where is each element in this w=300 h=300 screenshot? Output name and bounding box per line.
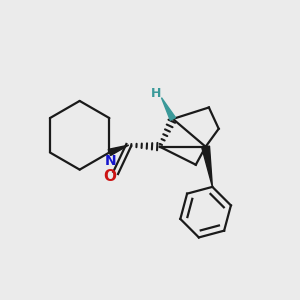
Text: O: O: [103, 169, 116, 184]
Polygon shape: [108, 145, 129, 155]
Text: H: H: [152, 87, 162, 100]
Text: N: N: [105, 154, 117, 168]
Polygon shape: [161, 98, 176, 120]
Polygon shape: [202, 146, 212, 187]
